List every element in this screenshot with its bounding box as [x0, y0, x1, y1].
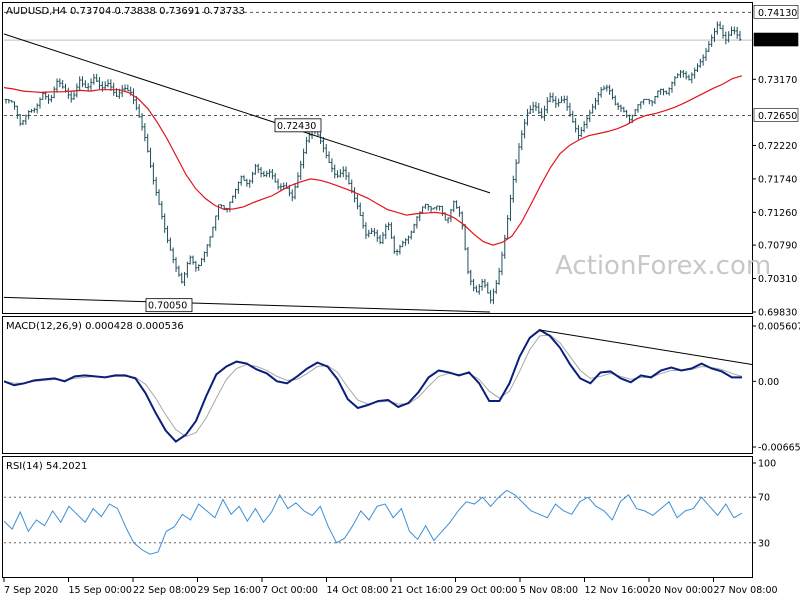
rsi-tick-label: 100	[758, 459, 776, 470]
price-trendline	[3, 296, 491, 313]
rsi-line	[3, 489, 743, 555]
macd-line	[3, 328, 742, 443]
time-tick-label: 15 Sep 00:00	[69, 585, 132, 596]
macd-series	[3, 328, 753, 443]
time-tick-label: 5 Nov 08:00	[520, 585, 578, 596]
price-trendline	[3, 33, 491, 194]
price-annotation-box	[274, 118, 322, 133]
level-price-label: 0.73733	[758, 36, 797, 47]
time-tick-label: 20 Nov 00:00	[649, 585, 713, 596]
price-tick-label: 0.72220	[758, 141, 797, 152]
macd-trendline	[539, 329, 753, 365]
time-tick-label: 7 Oct 00:00	[262, 585, 318, 596]
level-price-tag	[753, 32, 799, 47]
price-annotation-box	[145, 298, 193, 313]
time-tick-label: 29 Sep 16:00	[198, 585, 261, 596]
price-tick-label: 0.69830	[758, 308, 797, 319]
watermark: ActionForex.com	[555, 251, 771, 281]
price-panel[interactable]	[2, 2, 753, 314]
level-price-tag	[753, 108, 799, 122]
time-tick-label: 7 Sep 2020	[4, 585, 58, 596]
price-tick-label: 0.71260	[758, 208, 797, 219]
rsi-title: RSI(14) 54.2021	[6, 461, 87, 472]
time-tick-label: 21 Oct 16:00	[391, 585, 453, 596]
time-tick-label: 29 Oct 00:00	[456, 585, 518, 596]
level-price-label: 0.72650	[758, 111, 797, 122]
time-tick-label: 12 Nov 16:00	[585, 585, 649, 596]
price-annotation-label: 0.72430	[277, 121, 316, 132]
rsi-tick-label: 30	[758, 538, 770, 549]
moving-average-line	[3, 75, 743, 246]
level-price-tag	[753, 5, 799, 19]
time-tick-label: 27 Nov 08:00	[714, 585, 778, 596]
macd-tick-label: 0.00	[758, 377, 779, 388]
time-tick-label: 14 Oct 08:00	[327, 585, 389, 596]
macd-tick-label: -0.006656	[758, 443, 800, 454]
time-tick-label: 22 Sep 08:00	[133, 585, 196, 596]
macd-title: MACD(12,26,9) 0.000428 0.000536	[6, 321, 184, 332]
rsi-series	[3, 489, 752, 555]
level-price-label: 0.74130	[758, 8, 797, 19]
rsi-tick-label: 70	[758, 493, 770, 504]
chart-quote: 0.73704 0.73838 0.73691 0.73733	[70, 6, 245, 17]
axes: 0.74130 0.72650 0.73733 0.73170 0.72220 0.717…	[3, 5, 800, 596]
price-tick-label: 0.73170	[758, 75, 797, 86]
price-tick-label: 0.70310	[758, 274, 797, 285]
price-tick-label: 0.71740	[758, 174, 797, 185]
price-tick-label: 0.70790	[758, 241, 797, 252]
chart-symbol: AUDUSD,H4	[6, 6, 66, 17]
macd-panel[interactable]	[2, 316, 753, 454]
rsi-panel[interactable]	[2, 456, 753, 578]
price-annotation-label: 0.70050	[148, 301, 187, 312]
macd-tick-label: 0.005607	[758, 322, 800, 333]
